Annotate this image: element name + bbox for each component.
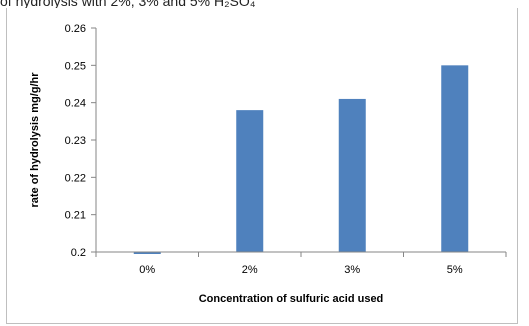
y-tick-label: 0.22 xyxy=(65,172,86,184)
chart-caption: of hydrolysis with 2%, 3% and 5% H₂SO₄ xyxy=(0,0,256,9)
x-tick-label: 5% xyxy=(447,264,463,276)
y-tick-label: 0.2 xyxy=(71,247,86,259)
y-axis-title: rate of hydrolysis mg/g/hr xyxy=(29,72,41,208)
x-axis-title: Concentration of sulfuric acid used xyxy=(199,293,384,305)
x-tick-label: 2% xyxy=(242,264,258,276)
bars xyxy=(133,65,469,254)
bar-3pct xyxy=(338,98,366,252)
y-tick-label: 0.25 xyxy=(65,60,86,72)
y-tick-label: 0.23 xyxy=(65,135,86,147)
bar-5pct xyxy=(441,65,469,252)
bar-0pct xyxy=(133,252,161,254)
x-tick-label: 3% xyxy=(344,264,360,276)
y-tick-label: 0.24 xyxy=(65,98,86,110)
x-axis-ticks: 0% 2% 3% 5% xyxy=(95,252,507,276)
y-tick-label: 0.21 xyxy=(65,210,86,222)
y-tick-label: 0.26 xyxy=(65,23,86,35)
bar-2pct xyxy=(236,110,264,252)
x-tick-label: 0% xyxy=(139,264,155,276)
y-axis-ticks: 0.2 0.21 0.22 0.23 0.24 0.25 0.26 xyxy=(65,23,96,259)
